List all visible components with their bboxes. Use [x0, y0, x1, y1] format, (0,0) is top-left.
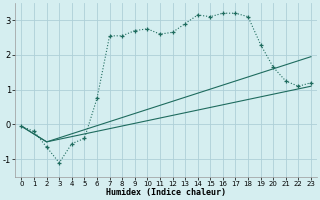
X-axis label: Humidex (Indice chaleur): Humidex (Indice chaleur) — [106, 188, 226, 197]
